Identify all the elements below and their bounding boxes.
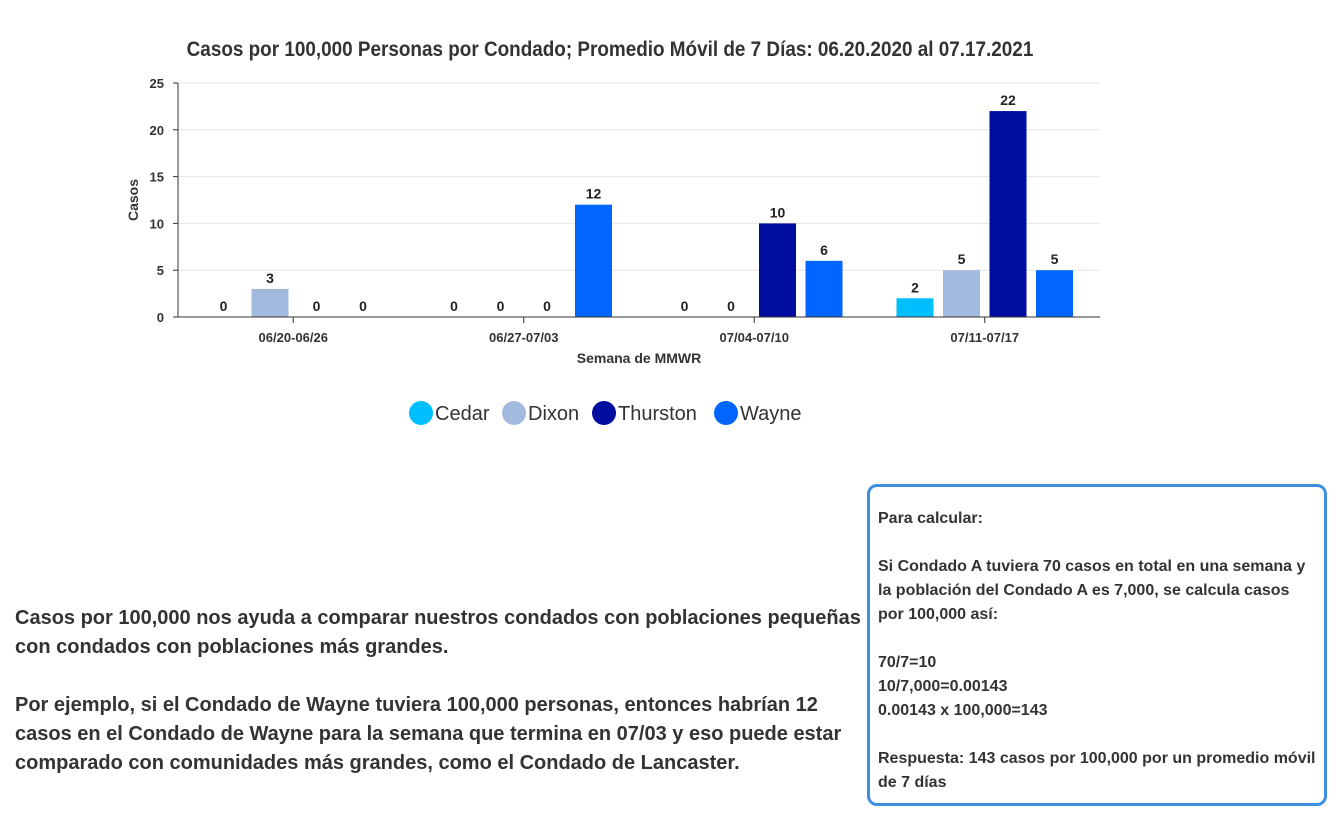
- legend-label: Wayne: [740, 403, 802, 425]
- legend-swatch: [592, 401, 616, 425]
- explainer-text: Casos por 100,000 nos ayuda a comparar n…: [15, 604, 865, 807]
- chart-title: Casos por 100,000 Personas por Condado; …: [186, 38, 1034, 61]
- calc-step-2: 10/7,000=0.00143: [878, 678, 1008, 695]
- y-tick-label: 5: [157, 263, 164, 278]
- y-tick-label: 25: [150, 76, 164, 91]
- bar: [943, 270, 980, 317]
- bar: [251, 288, 289, 317]
- legend-swatch: [502, 401, 526, 425]
- data-label: 12: [586, 186, 602, 202]
- bar: [759, 223, 796, 317]
- calc-heading: Para calcular:: [878, 510, 983, 527]
- data-label: 0: [543, 298, 551, 314]
- data-label: 22: [1000, 92, 1016, 108]
- y-tick-label: 20: [150, 123, 164, 138]
- bar: [989, 111, 1027, 317]
- grid-lines: [178, 82, 1100, 271]
- x-tick-label: 06/20-06/26: [259, 330, 328, 345]
- calc-example: Si Condado A tuviera 70 casos en total e…: [878, 558, 1306, 623]
- data-label: 0: [313, 298, 321, 314]
- legend-swatch: [409, 401, 433, 425]
- calculation-box: Para calcular: Si Condado A tuviera 70 c…: [867, 484, 1327, 806]
- legend-label: Thurston: [618, 403, 697, 425]
- calc-answer: Respuesta: 143 casos por 100,000 por un …: [878, 750, 1316, 791]
- data-label: 3: [266, 270, 274, 286]
- explainer-paragraph-1: Casos por 100,000 nos ayuda a comparar n…: [15, 607, 861, 658]
- data-label: 6: [820, 242, 828, 258]
- data-label: 10: [770, 204, 786, 220]
- legend-label: Dixon: [528, 403, 579, 425]
- data-label: 2: [911, 279, 919, 295]
- calc-step-3: 0.00143 x 100,000=143: [878, 702, 1048, 719]
- legend-label: Cedar: [435, 403, 490, 425]
- data-label: 0: [681, 298, 689, 314]
- data-label: 5: [958, 251, 966, 267]
- x-tick-label: 07/11-07/17: [950, 330, 1019, 345]
- x-axis-title: Semana de MMWR: [577, 350, 701, 366]
- bar: [575, 204, 612, 317]
- bar: [896, 298, 934, 317]
- legend: Cedar Dixon Thurston Wayne: [409, 401, 802, 425]
- y-tick-label: 10: [150, 216, 164, 231]
- y-axis-title: Casos: [125, 179, 141, 221]
- bar: [1036, 270, 1073, 317]
- calc-step-1: 70/7=10: [878, 654, 937, 671]
- axes: [173, 82, 1100, 323]
- x-tick-label: 07/04-07/10: [720, 330, 789, 345]
- bar: [805, 260, 843, 317]
- x-tick-label: 06/27-07/03: [489, 330, 558, 345]
- data-label: 0: [450, 298, 458, 314]
- explainer-paragraph-2: Por ejemplo, si el Condado de Wayne tuvi…: [15, 694, 842, 774]
- data-label: 0: [220, 298, 228, 314]
- legend-swatch: [714, 401, 738, 425]
- y-tick-label: 15: [150, 170, 164, 185]
- data-label: 0: [359, 298, 367, 314]
- y-tick-label: 0: [157, 310, 164, 325]
- data-label: 0: [727, 298, 735, 314]
- bars: [251, 111, 1073, 317]
- data-label: 5: [1051, 251, 1059, 267]
- data-label: 0: [497, 298, 505, 314]
